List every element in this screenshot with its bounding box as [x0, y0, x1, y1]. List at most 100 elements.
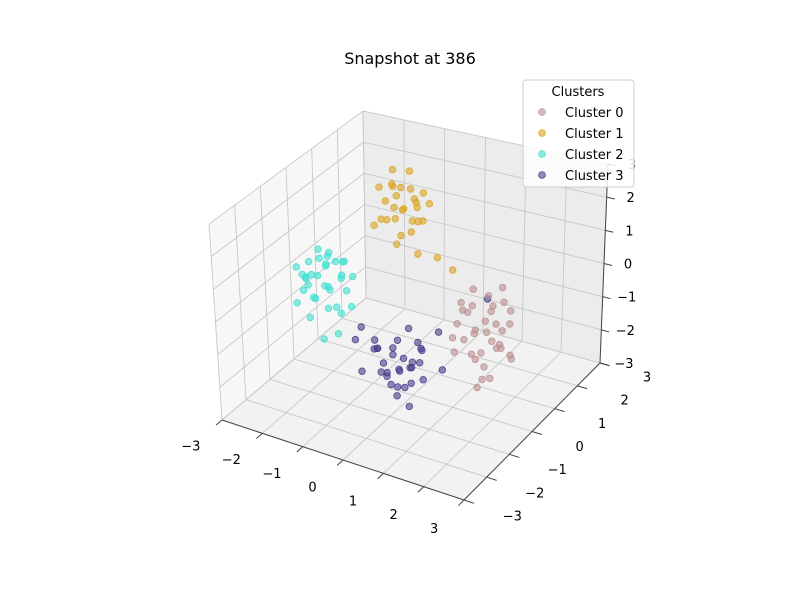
cluster-2-point — [347, 302, 356, 311]
z-tick-mark — [603, 263, 613, 266]
y-tick-label: −3 — [503, 510, 522, 525]
cluster-3-point — [358, 367, 366, 375]
z-tick-mark — [606, 196, 615, 200]
cluster-2-point — [342, 287, 351, 295]
z-tick-label: 2 — [627, 191, 635, 206]
cluster-0-point — [500, 298, 508, 306]
cluster-1-point — [433, 253, 442, 262]
x-tick-mark — [377, 472, 384, 480]
legend-marker — [538, 150, 546, 158]
left-grid-z — [210, 141, 364, 258]
cluster-0-point — [464, 308, 472, 316]
x-tick-label: −3 — [181, 439, 200, 454]
cluster-3-point — [373, 344, 382, 352]
cluster-2-point — [322, 260, 330, 268]
cluster-3-point — [379, 359, 388, 367]
legend-label: Cluster 1 — [565, 127, 624, 142]
cluster-1-point — [449, 266, 457, 274]
cluster-1-point — [407, 228, 415, 236]
cluster-3-point — [417, 344, 425, 353]
cluster-0-point — [448, 334, 457, 342]
cluster-1-point — [414, 217, 422, 226]
legend-label: Cluster 0 — [565, 106, 624, 121]
x-tick-mark — [296, 446, 304, 453]
cluster-2-point — [314, 245, 322, 253]
cluster-3-point — [357, 323, 365, 331]
cluster-3-point — [416, 359, 424, 367]
x-tick-mark — [417, 486, 425, 493]
y-tick-mark — [577, 385, 588, 390]
cluster-2-point — [326, 286, 334, 294]
cluster-2-point — [315, 254, 323, 262]
x-axis-ticks: −3 −2 −1 0 1 2 3 — [181, 419, 465, 537]
cluster-0-point — [498, 327, 506, 335]
cluster-3-point — [414, 338, 422, 347]
z-tick-label: −1 — [617, 291, 636, 306]
legend-marker — [538, 171, 546, 179]
cluster-1-point — [370, 221, 378, 229]
legend-items: Cluster 0 Cluster 1 Cluster 2 Cluster 3 — [538, 106, 624, 184]
back-grid-z — [363, 141, 607, 198]
floor-pane — [222, 298, 600, 500]
cluster-2-point — [306, 313, 314, 322]
cluster-1-point — [405, 167, 414, 175]
cluster-3-point — [394, 383, 402, 391]
cluster-3-point — [383, 372, 391, 380]
cluster-0-point — [506, 351, 514, 359]
cluster-0-point — [492, 344, 501, 352]
x-tick-mark — [457, 499, 465, 507]
cluster-3-point — [393, 392, 401, 400]
cluster-0-point — [477, 349, 485, 357]
y-tick-mark — [486, 476, 497, 481]
cluster-2-point — [349, 272, 357, 281]
x-tick-label: 2 — [389, 508, 397, 523]
z-tick-mark — [601, 329, 610, 333]
cluster-2-point — [299, 286, 308, 294]
x-tick-mark — [256, 432, 263, 439]
cluster-1-point — [391, 214, 399, 223]
y-tick-mark — [509, 453, 520, 458]
cluster-1-point — [389, 182, 397, 190]
cluster-0-point — [450, 348, 458, 356]
cluster-2-point — [320, 335, 328, 343]
x-tick-label: −1 — [262, 467, 281, 482]
cluster-1-point — [400, 205, 408, 213]
cluster-3-point — [377, 368, 385, 376]
z-tick-label: 1 — [625, 224, 633, 239]
cluster-2-point — [331, 257, 340, 266]
legend-label: Cluster 2 — [565, 148, 624, 163]
cluster-1-point — [392, 191, 401, 200]
cluster-3-point — [389, 344, 397, 352]
cluster-0-point — [478, 375, 486, 384]
cluster-1-point — [390, 203, 398, 212]
cluster-2-point — [302, 274, 310, 282]
cluster-0-point — [498, 283, 507, 292]
y-tick-mark — [463, 499, 475, 504]
cluster-0-point — [471, 326, 479, 334]
legend-title: Clusters — [552, 85, 605, 100]
y-tick-mark — [531, 431, 543, 435]
cluster-1-point — [397, 231, 405, 240]
left-grid-y — [362, 110, 367, 299]
cluster-3-point — [399, 354, 408, 363]
cluster-3-point — [389, 351, 397, 359]
y-tick-label: 1 — [598, 417, 606, 432]
scatter-points — [292, 165, 515, 411]
cluster-2-point — [292, 263, 300, 271]
cluster-0-point — [484, 292, 493, 300]
cluster-0-point — [473, 383, 481, 392]
cluster-1-point — [397, 183, 405, 192]
legend-label: Cluster 3 — [565, 169, 624, 184]
cluster-1-point — [381, 197, 389, 205]
z-tick-mark — [599, 362, 608, 366]
y-tick-label: 2 — [620, 394, 628, 409]
legend-marker — [538, 129, 546, 137]
cluster-0-point — [457, 298, 465, 307]
x-tick-mark — [336, 459, 344, 466]
left-grid-z — [208, 110, 364, 225]
grid-lines — [208, 110, 609, 501]
cluster-1-point — [419, 189, 427, 197]
x-tick-mark — [215, 419, 223, 426]
